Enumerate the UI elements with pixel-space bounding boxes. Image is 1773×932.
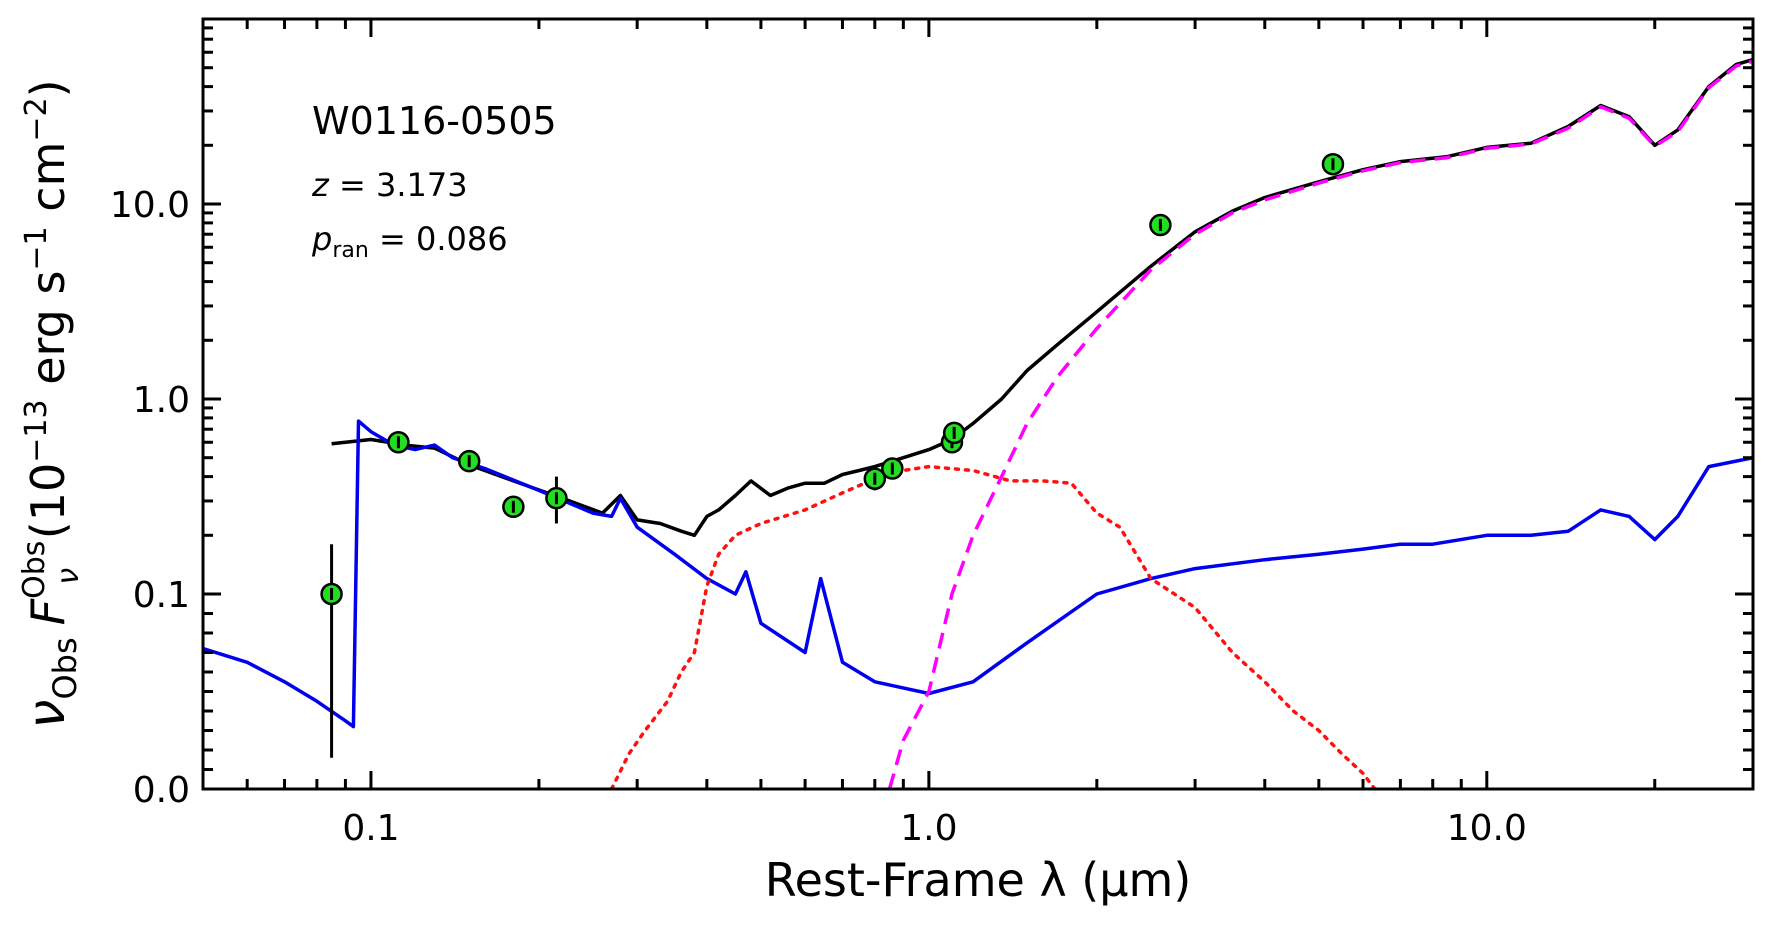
model-curves [203, 57, 1753, 789]
obs-point [863, 467, 887, 491]
observed-photometry [320, 152, 1345, 758]
y-tick-label: 0.1 [133, 575, 190, 616]
y-tick-label: 1.0 [133, 380, 190, 421]
object-name-label: W0116-0505 [312, 99, 557, 143]
y-tick-label: 10.0 [110, 185, 190, 226]
obs-point [545, 476, 568, 524]
plot-frame [201, 17, 1755, 791]
x-tick-labels: 0.1 1.0 10.0 [342, 808, 1527, 849]
x-axis-title: Rest-Frame λ (μm) [765, 853, 1192, 907]
obs-point [881, 457, 904, 480]
x-tick-label: 10.0 [1447, 808, 1527, 849]
obs-point [1321, 152, 1345, 176]
obs-point [457, 449, 481, 473]
axis-ticks [203, 19, 1753, 791]
obs-point [1149, 213, 1172, 237]
x-tick-label: 1.0 [900, 808, 957, 849]
y-axis-title: νObsFObsν (10−13 erg s−1 cm−2) [17, 79, 86, 728]
obs-point [502, 495, 525, 519]
p-ran-label: pran = 0.086 [311, 220, 508, 263]
y-tick-label: 0.0 [133, 770, 190, 811]
curve-dashed-magenta [887, 59, 1753, 789]
redshift-label: z = 3.173 [311, 166, 468, 204]
obs-point [320, 544, 343, 758]
y-tick-labels: 0.0 0.1 1.0 10.0 [110, 185, 190, 811]
curve-stellar-blue [203, 419, 1753, 729]
obs-point [942, 421, 966, 445]
curve-dotted-red [609, 464, 1377, 789]
obs-point [387, 431, 410, 454]
x-tick-label: 0.1 [342, 808, 399, 849]
